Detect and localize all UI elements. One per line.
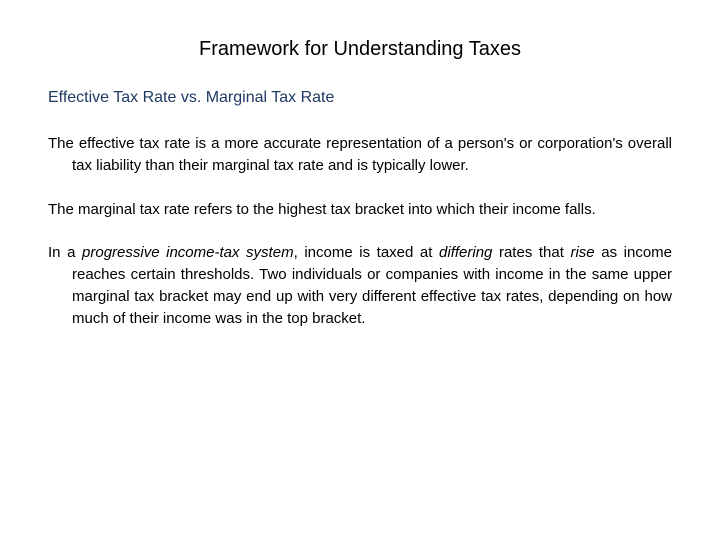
paragraph-2: The marginal tax rate refers to the high… [48, 199, 672, 221]
p3-ital-differing: differing [439, 244, 492, 261]
page-title: Framework for Understanding Taxes [48, 38, 672, 61]
paragraph-1: The effective tax rate is a more accurat… [48, 133, 672, 177]
p3-ital-progressive: progressive income-tax system [82, 244, 294, 261]
p3-text-a: In a [48, 244, 82, 261]
p3-text-b: , income is taxed at [294, 244, 439, 261]
p3-ital-rise: rise [570, 244, 594, 261]
p3-text-c: rates that [492, 244, 570, 261]
section-subtitle: Effective Tax Rate vs. Marginal Tax Rate [48, 89, 672, 107]
paragraph-3: In a progressive income-tax system, inco… [48, 242, 672, 329]
